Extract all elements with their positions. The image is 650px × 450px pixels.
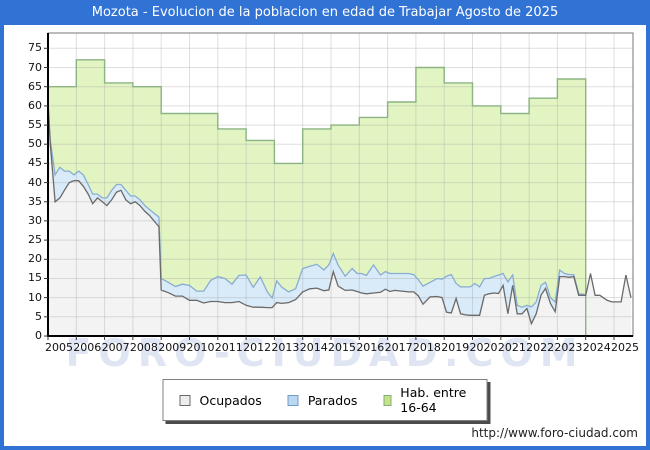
legend-item-ocupados: Ocupados (179, 392, 262, 408)
x-tick-label: 2013 (271, 341, 300, 354)
x-tick-label: 2012 (243, 341, 272, 354)
y-tick-label: 25 (28, 233, 42, 247)
y-tick-label: 75 (28, 41, 42, 55)
x-tick-label: 2006 (73, 341, 102, 354)
legend-label: Ocupados (199, 392, 262, 408)
legend-label: Parados (307, 392, 358, 408)
x-tick-label: 2023 (554, 341, 583, 354)
x-tick-label: 2018 (412, 341, 441, 354)
y-tick-label: 65 (28, 79, 42, 93)
chart-title: Mozota - Evolucion de la poblacion en ed… (91, 5, 559, 20)
x-tick-label: 2021 (497, 341, 526, 354)
y-tick-label: 20 (28, 252, 42, 266)
frame-border-bottom (0, 446, 650, 450)
legend-label: Hab. entre 16-64 (400, 385, 467, 415)
y-tick-label: 10 (28, 290, 42, 304)
frame-border-left (0, 25, 4, 450)
chart-legend: Ocupados Parados Hab. entre 16-64 (162, 379, 488, 421)
legend-item-hab-entre-16-64: Hab. entre 16-64 (383, 385, 470, 415)
legend-item-parados: Parados (287, 392, 358, 408)
y-tick-label: 55 (28, 118, 42, 132)
x-tick-label: 2024 (582, 341, 611, 354)
x-tick-label: 2025 (611, 341, 640, 354)
title-bar: Mozota - Evolucion de la poblacion en ed… (0, 0, 650, 25)
footer-url[interactable]: http://www.foro-ciudad.com (471, 426, 638, 440)
y-tick-label: 30 (28, 213, 42, 227)
x-tick-label: 2014 (299, 341, 328, 354)
x-tick-label: 2017 (384, 341, 413, 354)
x-tick-label: 2020 (469, 341, 498, 354)
y-tick-label: 5 (35, 309, 42, 323)
x-tick-label: 2007 (101, 341, 130, 354)
y-tick-label: 15 (28, 271, 42, 285)
y-tick-label: 40 (28, 175, 42, 189)
y-tick-label: 50 (28, 137, 42, 151)
x-tick-label: 2011 (214, 341, 243, 354)
frame-border-right (646, 25, 650, 450)
y-tick-label: 0 (35, 329, 42, 342)
x-tick-label: 2019 (441, 341, 470, 354)
x-tick-label: 2015 (328, 341, 357, 354)
legend-swatch (287, 394, 299, 406)
legend-swatch (383, 394, 392, 406)
x-tick-label: 2008 (129, 341, 158, 354)
y-tick-label: 70 (28, 60, 42, 74)
x-tick-label: 2010 (186, 341, 215, 354)
x-tick-label: 2022 (526, 341, 555, 354)
x-tick-label: 2009 (158, 341, 187, 354)
x-tick-label: 2016 (356, 341, 385, 354)
y-tick-label: 35 (28, 194, 42, 208)
y-tick-label: 60 (28, 98, 42, 112)
y-tick-label: 45 (28, 156, 42, 170)
legend-swatch (179, 394, 191, 406)
x-tick-label: 2005 (45, 341, 73, 354)
